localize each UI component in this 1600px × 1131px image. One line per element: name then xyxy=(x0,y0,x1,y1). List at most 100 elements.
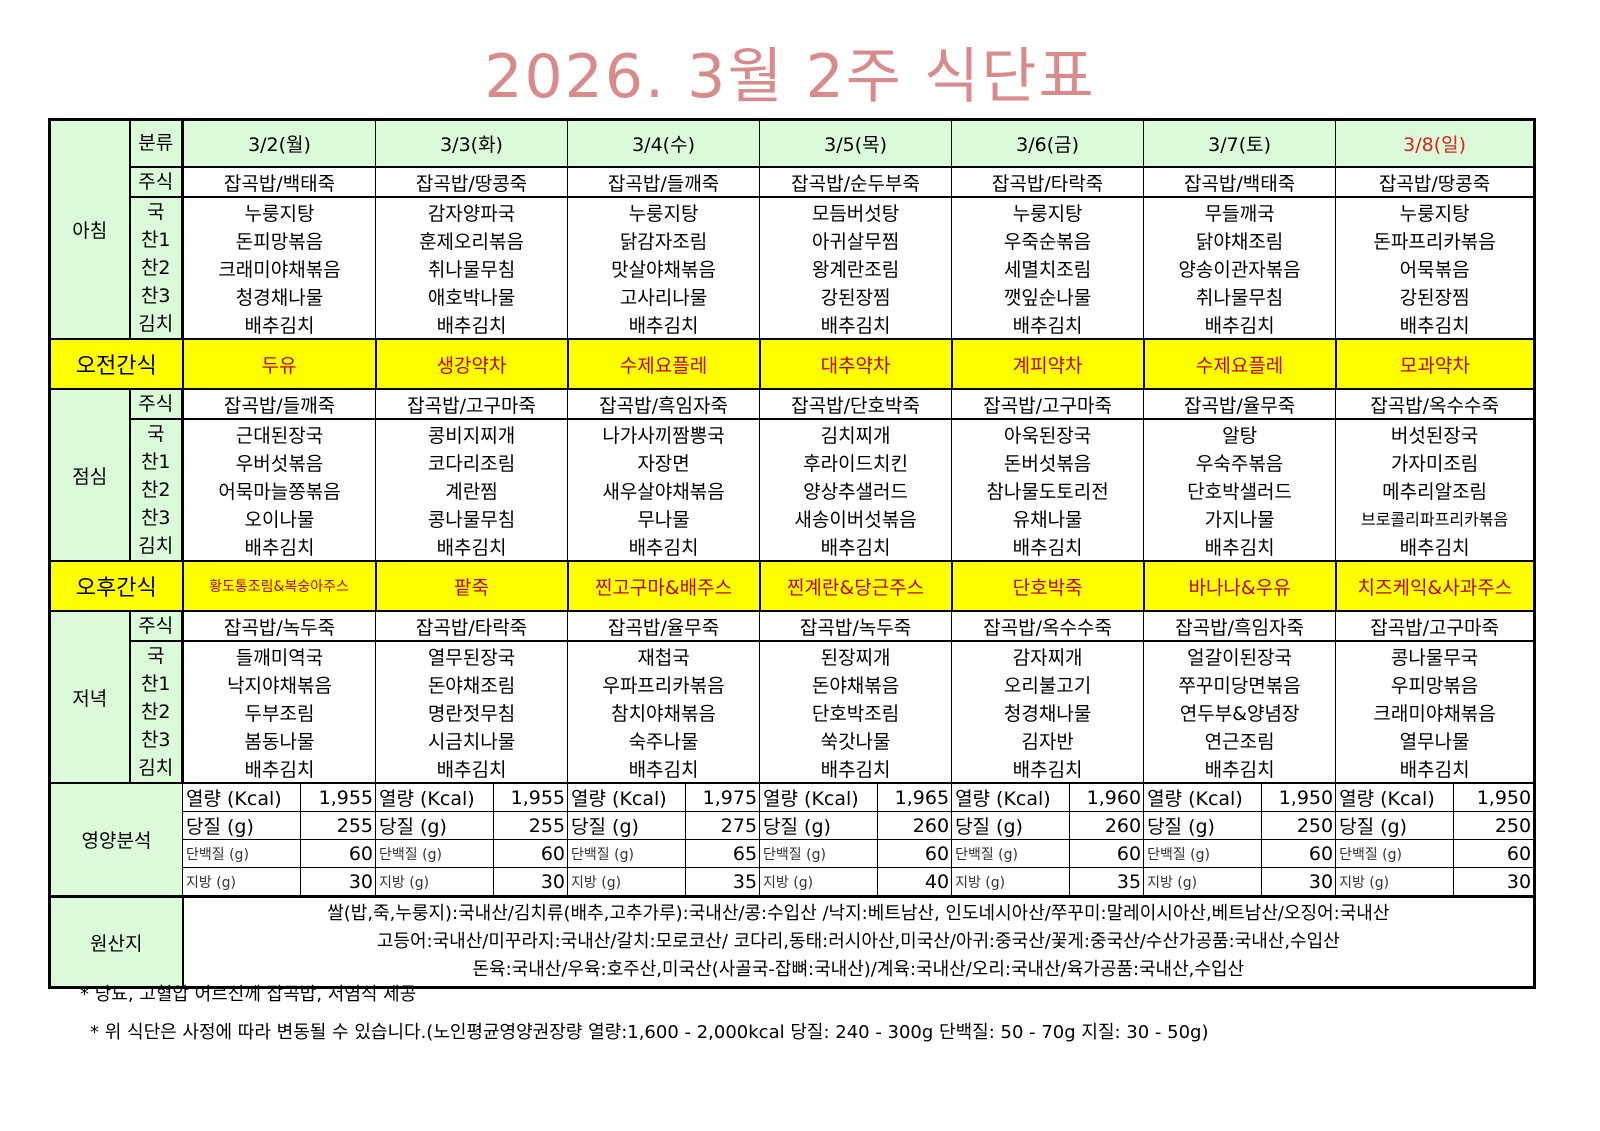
menu-item: 우숙주볶음 xyxy=(1143,448,1337,476)
nutrition-row: 당질 (g) 255 당질 (g) 255 당질 (g) 275 당질 (g) 260 당질 (… xyxy=(50,811,1536,840)
origin-line: 쌀(밥,죽,누룽지):국내산/김치류(배추,고추가루):국내산/콩:수입산 /낙… xyxy=(327,903,1390,924)
nutrient-name: 당질 (g) xyxy=(375,811,495,840)
nutrient-value: 60 xyxy=(299,839,377,868)
nutrient-name: 단백질 (g) xyxy=(375,839,495,868)
menu-row: 점심 주식 잡곡밥/들깨죽 잡곡밥/고구마죽 잡곡밥/흑임자죽 잡곡밥/단호박죽 잡곡밥/고… xyxy=(48,388,1536,562)
meal-label-lunch: 점심 xyxy=(48,388,131,562)
nutrient-value: 30 xyxy=(1261,867,1337,897)
menu-item: 고사리나물 xyxy=(567,282,761,310)
menu-item: 두부조림 xyxy=(181,698,377,726)
menu-item: 배추김치 xyxy=(567,754,761,784)
menu-item: 김치찌개 xyxy=(759,419,953,448)
origin-row: 원산지 쌀(밥,죽,누룽지):국내산/김치류(배추,고추가루):국내산/콩:수입산… xyxy=(48,895,1535,989)
menu-item: 우죽순볶음 xyxy=(951,226,1145,254)
menu-item: 돈야채볶음 xyxy=(759,670,953,698)
menu-item: 잡곡밥/백태죽 xyxy=(181,167,377,198)
menu-item: 어묵마늘쫑볶음 xyxy=(181,476,377,504)
nutrient-name: 당질 (g) xyxy=(1143,811,1263,840)
menu-item: 양상추샐러드 xyxy=(759,476,953,504)
nutrient-name: 당질 (g) xyxy=(759,811,879,840)
day-header: 3/2(월) xyxy=(181,119,377,168)
menu-item: 양송이관자볶음 xyxy=(1143,254,1337,282)
nutrient-value: 1,950 xyxy=(1261,782,1337,812)
menu-item: 감자양파국 xyxy=(375,197,569,226)
menu-item: 배추김치 xyxy=(181,310,377,340)
menu-item: 나가사끼짬뽕국 xyxy=(567,419,761,448)
snack-item: 치즈케익&사과주스 xyxy=(1334,560,1536,612)
menu-item: 잡곡밥/타락죽 xyxy=(375,611,569,642)
menu-item: 모듬버섯탕 xyxy=(759,197,953,226)
category-label: 찬1 xyxy=(128,448,184,476)
menu-item: 배추김치 xyxy=(1335,754,1536,784)
nutrient-value: 260 xyxy=(877,811,953,840)
snack-item: 모과약차 xyxy=(1334,338,1536,390)
nutrient-value: 260 xyxy=(1069,811,1145,840)
menu-item: 아욱된장국 xyxy=(951,419,1145,448)
menu-item: 누룽지탕 xyxy=(1335,197,1536,226)
menu-item: 브로콜리파프리카볶음 xyxy=(1335,504,1536,532)
nutrient-name: 당질 (g) xyxy=(951,811,1071,840)
menu-item: 쭈꾸미당면볶음 xyxy=(1143,670,1337,698)
menu-item: 잡곡밥/땅콩죽 xyxy=(1335,167,1536,198)
nutrition-row: 영양분석 열량 (Kcal) 1,955 열량 (Kcal) 1,955 열량 (Kcal… xyxy=(49,782,1536,897)
snack-item: 단호박죽 xyxy=(950,560,1145,612)
nutrient-value: 1,955 xyxy=(299,782,377,812)
menu-item: 취나물무침 xyxy=(375,254,569,282)
nutrient-value: 60 xyxy=(1453,839,1536,868)
menu-item: 시금치나물 xyxy=(375,726,569,754)
menu-item: 열무된장국 xyxy=(375,641,569,670)
menu-item: 취나물무침 xyxy=(1143,282,1337,310)
menu-row: 찬3 청경채나물 애호박나물 고사리나물 강된장찜 깻잎순나물 취나물무침 강된장찜 xyxy=(50,282,1536,310)
category-label: 찬3 xyxy=(128,282,184,310)
nutrient-name: 지방 (g) xyxy=(375,867,495,897)
menu-item: 돈야채조림 xyxy=(375,670,569,698)
snack-label-morning: 오전간식 xyxy=(48,338,184,390)
menu-item: 잡곡밥/땅콩죽 xyxy=(375,167,569,198)
menu-item: 세멸치조림 xyxy=(951,254,1145,282)
meal-label-dinner: 저녁 xyxy=(48,610,131,784)
menu-item: 크래미야채볶음 xyxy=(181,254,377,282)
menu-item: 감자찌개 xyxy=(951,641,1145,670)
menu-item: 잡곡밥/백태죽 xyxy=(1143,167,1337,198)
snack-item: 황도통조림&복숭아주스 xyxy=(181,560,377,612)
menu-item: 배추김치 xyxy=(375,532,569,562)
menu-item: 재첩국 xyxy=(567,641,761,670)
menu-item: 청경채나물 xyxy=(181,282,377,310)
category-label: 찬3 xyxy=(128,726,184,754)
menu-item: 무나물 xyxy=(567,504,761,532)
menu-item: 배추김치 xyxy=(1335,310,1536,340)
nutrient-name: 열량 (Kcal) xyxy=(1143,782,1263,812)
menu-item: 훈제오리볶음 xyxy=(375,226,569,254)
menu-item: 콩나물무침 xyxy=(375,504,569,532)
nutrient-name: 지방 (g) xyxy=(567,867,687,897)
menu-item: 잡곡밥/고구마죽 xyxy=(1335,611,1536,642)
menu-item: 깻잎순나물 xyxy=(951,282,1145,310)
menu-row: 국 근대된장국 콩비지찌개 나가사끼짬뽕국 김치찌개 아욱된장국 알탕 버섯된장국 xyxy=(50,419,1536,448)
nutrient-name: 단백질 (g) xyxy=(567,839,687,868)
menu-item: 배추김치 xyxy=(759,532,953,562)
snack-item: 계피약차 xyxy=(950,338,1145,390)
menu-item: 잡곡밥/옥수수죽 xyxy=(1335,389,1536,420)
nutrient-name: 열량 (Kcal) xyxy=(759,782,879,812)
menu-item: 배추김치 xyxy=(951,310,1145,340)
meal-label-breakfast: 아침 xyxy=(48,118,131,340)
category-label: 국 xyxy=(128,197,184,226)
menu-item: 참나물도토리전 xyxy=(951,476,1145,504)
snack-label-afternoon: 오후간식 xyxy=(48,560,184,612)
day-header: 3/7(토) xyxy=(1143,119,1337,168)
snack-item: 생강약차 xyxy=(374,338,569,390)
menu-item: 닭감자조림 xyxy=(567,226,761,254)
nutrient-value: 1,955 xyxy=(493,782,569,812)
origin-label: 원산지 xyxy=(48,895,184,989)
menu-item: 청경채나물 xyxy=(951,698,1145,726)
menu-item: 배추김치 xyxy=(181,532,377,562)
menu-item: 배추김치 xyxy=(1143,310,1337,340)
snack-item: 수제요플레 xyxy=(566,338,761,390)
nutrient-name: 단백질 (g) xyxy=(951,839,1071,868)
category-label: 찬2 xyxy=(128,254,184,282)
menu-row: 김치 배추김치 배추김치 배추김치 배추김치 배추김치 배추김치 배추김치 xyxy=(50,532,1536,562)
menu-item: 오리불고기 xyxy=(951,670,1145,698)
menu-item: 연두부&양념장 xyxy=(1143,698,1337,726)
menu-item: 배추김치 xyxy=(1335,532,1536,562)
menu-item: 김자반 xyxy=(951,726,1145,754)
